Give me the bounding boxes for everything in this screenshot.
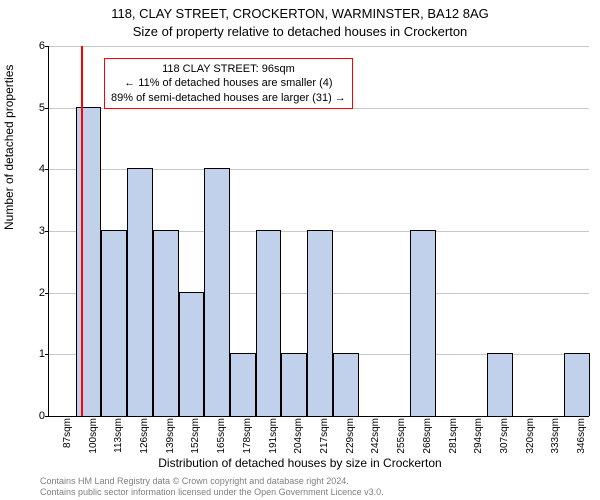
histogram-bar (564, 353, 590, 416)
property-info-box: 118 CLAY STREET: 96sqm ← 11% of detached… (104, 58, 353, 109)
histogram-bar (256, 230, 282, 416)
histogram-bar (230, 353, 256, 416)
y-tick-label: 2 (31, 287, 45, 299)
y-tick-label: 0 (31, 410, 45, 422)
footer-line-2: Contains public sector information licen… (40, 487, 384, 498)
histogram-bar (204, 168, 230, 416)
chart-plot-area: 012345687sqm100sqm113sqm126sqm139sqm152s… (48, 46, 589, 417)
info-line-3: 89% of semi-detached houses are larger (… (111, 91, 346, 105)
histogram-bar (410, 230, 436, 416)
info-line-1: 118 CLAY STREET: 96sqm (111, 62, 346, 76)
footer-attribution: Contains HM Land Registry data © Crown c… (40, 476, 384, 498)
histogram-bar (179, 292, 205, 416)
y-tick-mark (45, 108, 49, 109)
subtitle: Size of property relative to detached ho… (0, 24, 600, 39)
y-tick-mark (45, 231, 49, 232)
y-tick-label: 6 (31, 40, 45, 52)
info-line-2: ← 11% of detached houses are smaller (4) (111, 76, 346, 90)
y-tick-mark (45, 293, 49, 294)
x-axis-label: Distribution of detached houses by size … (0, 456, 600, 470)
y-tick-label: 3 (31, 225, 45, 237)
histogram-bar (487, 353, 513, 416)
gridline (49, 46, 589, 47)
histogram-bar (153, 230, 179, 416)
y-tick-mark (45, 46, 49, 47)
footer-line-1: Contains HM Land Registry data © Crown c… (40, 476, 384, 487)
y-tick-label: 5 (31, 102, 45, 114)
histogram-bar (281, 353, 307, 416)
y-tick-label: 1 (31, 348, 45, 360)
histogram-bar (307, 230, 333, 416)
y-tick-mark (45, 354, 49, 355)
property-marker-line (81, 46, 83, 416)
histogram-bar (101, 230, 127, 416)
address-title: 118, CLAY STREET, CROCKERTON, WARMINSTER… (0, 6, 600, 21)
y-tick-mark (45, 169, 49, 170)
y-tick-label: 4 (31, 163, 45, 175)
y-axis-label: Number of detached properties (2, 65, 16, 230)
histogram-bar (127, 168, 153, 416)
histogram-bar (76, 107, 102, 416)
y-tick-mark (45, 416, 49, 417)
histogram-bar (333, 353, 359, 416)
